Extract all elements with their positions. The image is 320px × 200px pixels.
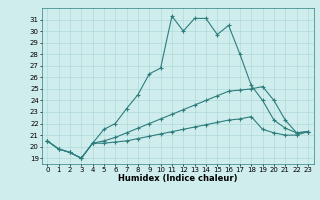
X-axis label: Humidex (Indice chaleur): Humidex (Indice chaleur) [118, 174, 237, 183]
